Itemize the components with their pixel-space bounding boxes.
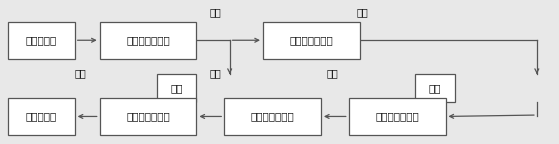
Text: 原料合成气: 原料合成气 xyxy=(26,35,57,45)
Text: 甲醇: 甲醇 xyxy=(170,83,183,93)
Bar xyxy=(263,22,360,59)
Text: 换热: 换热 xyxy=(210,68,222,78)
Bar xyxy=(100,98,197,135)
Text: 一级甲醇合成器: 一级甲醇合成器 xyxy=(126,35,170,45)
Text: 三级甲烷合成器: 三级甲烷合成器 xyxy=(126,111,170,121)
Text: 合成天然气: 合成天然气 xyxy=(26,111,57,121)
Text: 换热: 换热 xyxy=(357,7,368,17)
Text: 换热: 换热 xyxy=(74,68,86,78)
Text: 一级甲烷合成器: 一级甲烷合成器 xyxy=(375,111,419,121)
Bar xyxy=(100,22,197,59)
Text: 二级甲烷合成器: 二级甲烷合成器 xyxy=(250,111,295,121)
Bar xyxy=(224,98,321,135)
Bar xyxy=(415,74,455,102)
Bar xyxy=(8,22,75,59)
Bar xyxy=(349,98,446,135)
Text: 换热: 换热 xyxy=(210,7,222,17)
Text: 二级甲醇合成器: 二级甲醇合成器 xyxy=(290,35,333,45)
Bar xyxy=(157,74,197,102)
Text: 换热: 换热 xyxy=(326,68,338,78)
Text: 甲醇: 甲醇 xyxy=(429,83,441,93)
Bar xyxy=(8,98,75,135)
